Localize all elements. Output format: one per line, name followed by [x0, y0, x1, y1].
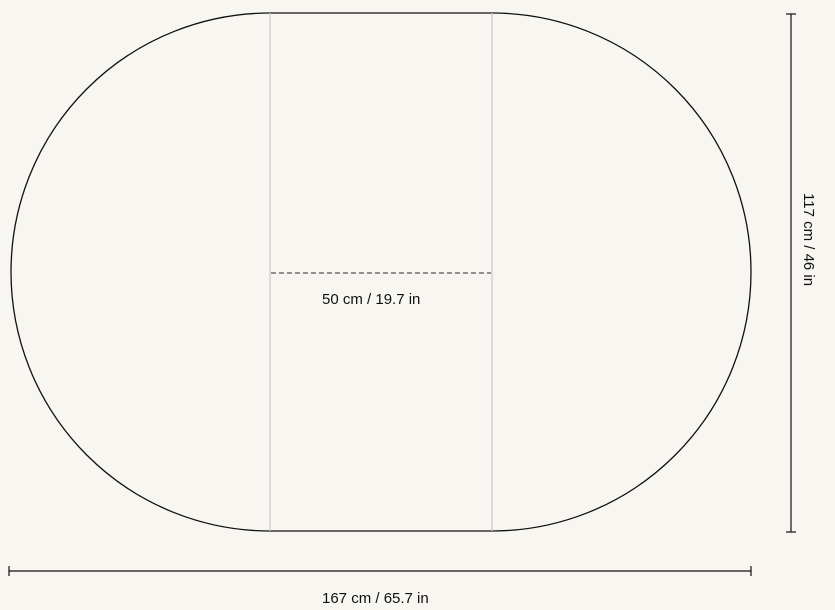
- width-dimension-label: 167 cm / 65.7 in: [322, 590, 429, 607]
- leaf-dimension-label: 50 cm / 19.7 in: [322, 291, 421, 308]
- table-outline: [10, 12, 752, 532]
- height-dimension-label: 117 cm / 46 in: [800, 193, 817, 287]
